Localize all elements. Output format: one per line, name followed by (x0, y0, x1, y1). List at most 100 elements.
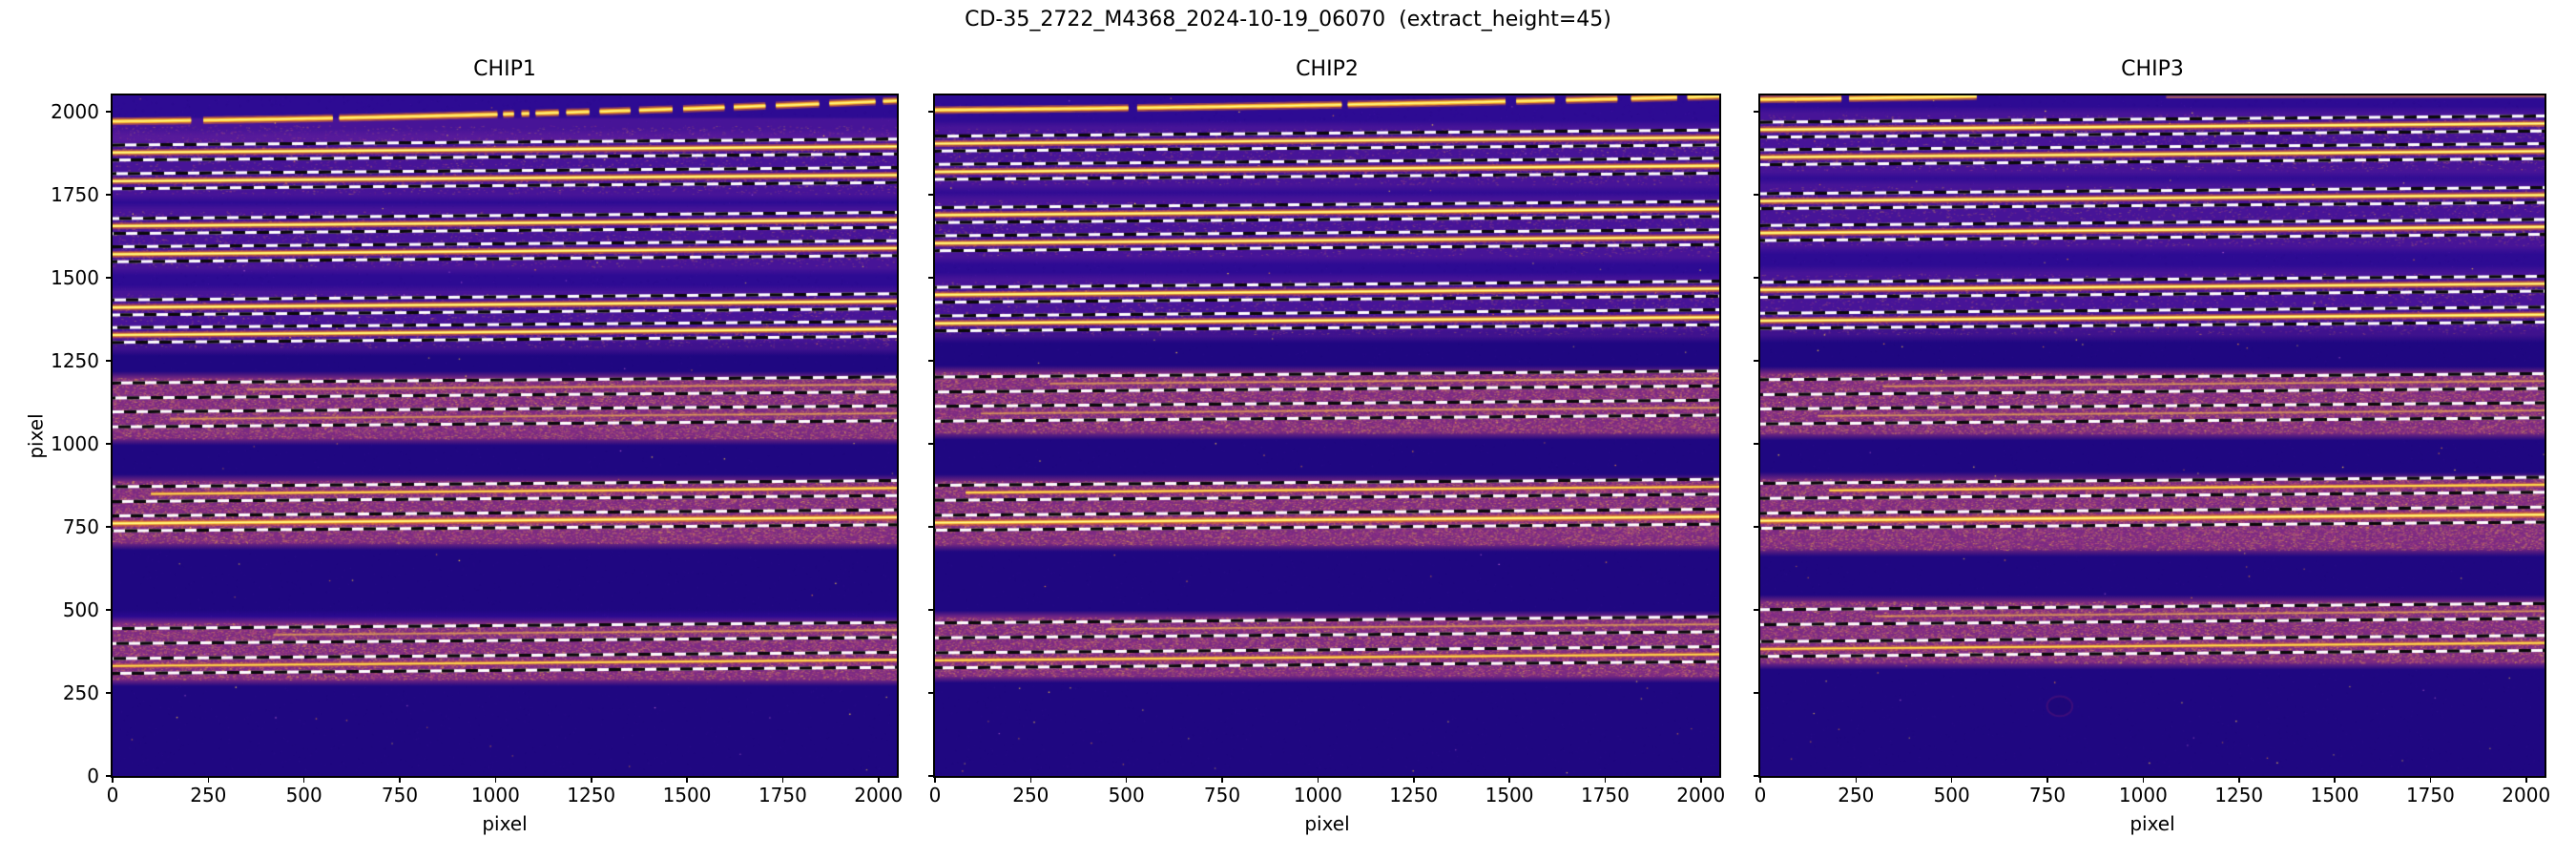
y-tick-label: 1250 (51, 348, 99, 372)
y-tick-mark (1754, 276, 1760, 279)
x-tick-label: 750 (2028, 784, 2067, 807)
y-tick-mark (928, 775, 935, 777)
x-tick-label: 1000 (2118, 784, 2168, 807)
x-tick-label: 1500 (2310, 784, 2359, 807)
y-tick-mark (1754, 193, 1760, 196)
x-tick-mark (2524, 776, 2527, 783)
chip3-title: CHIP3 (2121, 57, 2184, 81)
y-tick-label: 1000 (51, 431, 99, 455)
x-tick-mark (1759, 776, 1761, 783)
chip2-panel: CHIP2 (933, 57, 1721, 778)
x-tick-label: 250 (1012, 784, 1049, 807)
x-tick-mark (1412, 776, 1415, 783)
x-tick-label: 250 (1838, 784, 1875, 807)
x-tick-mark (2142, 776, 2145, 783)
x-tick-mark (1604, 776, 1607, 783)
chip2-title: CHIP2 (1296, 57, 1359, 81)
x-tick-mark (1508, 776, 1510, 783)
chip1-x-axis-label: pixel (482, 812, 528, 835)
y-tick-mark (106, 360, 113, 362)
x-tick-label: 1000 (470, 784, 520, 807)
y-tick-mark (928, 443, 935, 445)
y-tick-mark (1754, 360, 1760, 362)
x-tick-label: 1500 (1485, 784, 1534, 807)
x-tick-label: 0 (1754, 784, 1767, 807)
x-tick-label: 750 (381, 784, 419, 807)
chip3-panel: CHIP3 (1758, 57, 2546, 778)
x-tick-mark (112, 776, 114, 783)
x-tick-label: 1250 (1389, 784, 1439, 807)
x-tick-label: 0 (928, 784, 942, 807)
y-tick-mark (106, 609, 113, 611)
x-tick-label: 250 (190, 784, 227, 807)
y-tick-mark (928, 609, 935, 611)
x-tick-mark (207, 776, 210, 783)
chip1-panel: CHIP1 (111, 57, 899, 778)
x-tick-label: 750 (1203, 784, 1241, 807)
x-tick-mark (877, 776, 880, 783)
figure-title: CD-35_2722_M4368_2024-10-19_06070 (extra… (965, 8, 1611, 31)
y-tick-label: 500 (62, 597, 99, 621)
y-tick-mark (928, 692, 935, 694)
chip2-image-canvas (935, 95, 1719, 776)
x-tick-label: 1750 (2405, 784, 2455, 807)
y-tick-label: 1750 (51, 182, 99, 206)
y-tick-mark (928, 276, 935, 279)
y-tick-mark (928, 360, 935, 362)
x-tick-mark (1950, 776, 1953, 783)
y-tick-mark (1754, 775, 1760, 777)
x-tick-mark (2334, 776, 2336, 783)
y-tick-mark (106, 692, 113, 694)
x-tick-mark (1029, 776, 1032, 783)
x-tick-label: 500 (1933, 784, 1970, 807)
x-tick-label: 1000 (1293, 784, 1342, 807)
x-tick-mark (1221, 776, 1223, 783)
x-tick-mark (2429, 776, 2432, 783)
x-tick-label: 500 (1108, 784, 1145, 807)
y-tick-mark (1754, 692, 1760, 694)
chip3-x-axis-label: pixel (2129, 812, 2175, 835)
x-tick-label: 0 (106, 784, 119, 807)
chip3-image-canvas (1760, 95, 2545, 776)
y-tick-mark (928, 526, 935, 528)
y-tick-mark (106, 276, 113, 279)
y-tick-mark (106, 775, 113, 777)
y-tick-label: 250 (62, 681, 99, 704)
x-tick-mark (934, 776, 936, 783)
chip2-x-axis-label: pixel (1304, 812, 1350, 835)
y-tick-mark (106, 443, 113, 445)
x-tick-mark (2237, 776, 2240, 783)
x-tick-label: 500 (285, 784, 322, 807)
x-tick-mark (590, 776, 592, 783)
x-tick-label: 2000 (1676, 784, 1726, 807)
y-tick-mark (106, 110, 113, 113)
y-tick-mark (1754, 609, 1760, 611)
x-tick-label: 1750 (1580, 784, 1630, 807)
y-tick-mark (106, 193, 113, 196)
x-tick-label: 1500 (662, 784, 712, 807)
y-tick-mark (1754, 443, 1760, 445)
x-tick-mark (2046, 776, 2048, 783)
x-tick-mark (686, 776, 688, 783)
y-tick-label: 2000 (51, 99, 99, 123)
y-tick-mark (928, 193, 935, 196)
y-tick-mark (928, 110, 935, 113)
x-tick-label: 1250 (2214, 784, 2264, 807)
x-tick-label: 2000 (2502, 784, 2551, 807)
x-tick-label: 1250 (567, 784, 616, 807)
y-tick-label: 1500 (51, 265, 99, 289)
x-tick-mark (494, 776, 497, 783)
y-tick-label: 0 (87, 765, 99, 787)
x-tick-mark (1699, 776, 1702, 783)
y-tick-label: 750 (62, 514, 99, 538)
x-tick-mark (399, 776, 401, 783)
y-tick-mark (106, 526, 113, 528)
y-tick-mark (1754, 526, 1760, 528)
x-tick-mark (302, 776, 305, 783)
x-tick-label: 1750 (758, 784, 807, 807)
x-tick-mark (781, 776, 784, 783)
x-tick-mark (1317, 776, 1319, 783)
x-tick-mark (1125, 776, 1128, 783)
chip1-image-canvas (113, 95, 897, 776)
